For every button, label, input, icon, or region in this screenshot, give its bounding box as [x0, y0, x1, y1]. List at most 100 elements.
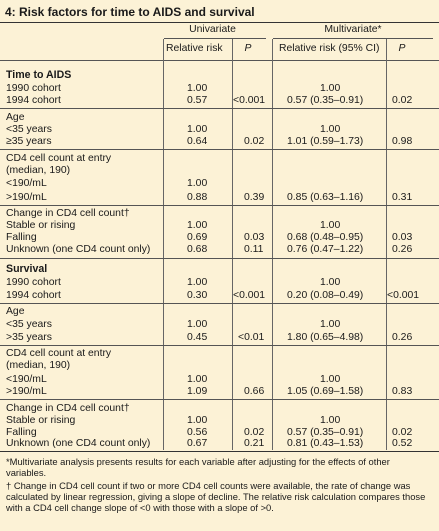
row-rule — [0, 108, 439, 109]
col-divider — [272, 39, 273, 450]
row-label: 1994 cohort — [6, 290, 61, 301]
cell-uni-p: <0.001 — [233, 290, 266, 301]
cell-uni-rr: 0.68 — [187, 244, 208, 255]
cell-multi-rr: 1.00 — [320, 83, 341, 94]
cell-uni-p: 0.66 — [244, 386, 265, 397]
cell-uni-rr: 1.00 — [187, 220, 208, 231]
row-rule — [0, 205, 439, 206]
cell-uni-rr: 0.64 — [187, 136, 208, 147]
cell-multi-rr: 0.81 (0.43–1.53) — [287, 438, 364, 449]
cell-uni-p: 0.02 — [244, 136, 265, 147]
row-label: >190/mL — [6, 192, 47, 203]
col-divider — [386, 39, 387, 450]
section-heading: Time to AIDS — [6, 69, 72, 81]
cell-multi-rr: 0.85 (0.63–1.16) — [287, 192, 364, 203]
row-label: <190/mL — [6, 178, 47, 189]
row-label: >190/mL — [6, 386, 47, 397]
col-header-uni-rr: Relative risk — [166, 43, 223, 54]
cell-multi-rr: 1.05 (0.69–1.58) — [287, 386, 364, 397]
row-label: Stable or rising — [6, 220, 76, 231]
cell-uni-rr: 1.09 — [187, 386, 208, 397]
top-rule — [0, 22, 439, 23]
cell-multi-rr: 1.00 — [320, 124, 341, 135]
cell-uni-rr: 1.00 — [187, 124, 208, 135]
cell-multi-rr: 1.00 — [320, 277, 341, 288]
cell-multi-p: 0.31 — [392, 192, 413, 203]
cell-uni-rr: 0.57 — [187, 95, 208, 106]
cell-uni-rr: 0.56 — [187, 427, 208, 438]
cell-uni-p: 0.21 — [244, 438, 265, 449]
section-heading: Survival — [6, 263, 48, 275]
row-label: 1990 cohort — [6, 83, 61, 94]
cell-uni-p: 0.03 — [244, 232, 265, 243]
cell-multi-p: 0.02 — [392, 427, 413, 438]
group-heading: CD4 cell count at entry (median, 190) — [6, 348, 112, 371]
cell-multi-p: <0.001 — [387, 290, 420, 301]
group-heading: Age — [6, 112, 25, 123]
col-header-multi-p: P — [398, 43, 406, 54]
row-rule — [0, 149, 439, 150]
cell-multi-rr: 1.00 — [320, 319, 341, 330]
row-rule — [0, 345, 439, 346]
row-label: Unknown (one CD4 count only) — [6, 438, 151, 449]
col-header-multi-rr: Relative risk (95% CI) — [279, 43, 380, 54]
cell-uni-rr: 1.00 — [187, 319, 208, 330]
cell-multi-rr: 0.76 (0.47–1.22) — [287, 244, 364, 255]
row-label: <35 years — [6, 124, 52, 135]
group-heading: Change in CD4 cell count† — [6, 208, 130, 219]
row-label: Unknown (one CD4 count only) — [6, 244, 151, 255]
cell-multi-p: 0.83 — [392, 386, 413, 397]
row-label: Falling — [6, 232, 37, 243]
cell-multi-rr: 0.20 (0.08–0.49) — [287, 290, 364, 301]
col-divider — [163, 39, 164, 450]
col-divider — [232, 39, 233, 450]
cell-uni-rr: 1.00 — [187, 374, 208, 385]
row-label: Falling — [6, 427, 37, 438]
multivariate-underline — [273, 38, 433, 39]
multivariate-header: Multivariate* — [324, 24, 382, 35]
cell-uni-p: 0.11 — [244, 244, 264, 255]
row-rule — [0, 399, 439, 400]
cell-multi-rr: 1.00 — [320, 374, 341, 385]
table-title: 4: Risk factors for time to AIDS and sur… — [5, 5, 255, 19]
cell-multi-p: 0.98 — [392, 136, 413, 147]
row-label: <35 years — [6, 319, 52, 330]
cell-multi-p: 0.26 — [392, 332, 413, 343]
row-label: ≥35 years — [6, 136, 52, 147]
cell-uni-p: <0.01 — [238, 332, 265, 343]
cell-uni-p: 0.39 — [244, 192, 265, 203]
group-heading: CD4 cell count at entry (median, 190) — [6, 153, 112, 176]
row-rule — [0, 303, 439, 304]
cell-uni-rr: 0.45 — [187, 332, 208, 343]
row-rule — [0, 258, 439, 259]
cell-uni-rr: 0.30 — [187, 290, 208, 301]
univariate-underline — [164, 38, 266, 39]
cell-uni-rr: 0.88 — [187, 192, 208, 203]
cell-multi-p: 0.26 — [392, 244, 413, 255]
row-label: >35 years — [6, 332, 52, 343]
cell-uni-rr: 1.00 — [187, 277, 208, 288]
row-label: <190/mL — [6, 374, 47, 385]
row-label: 1990 cohort — [6, 277, 61, 288]
cell-multi-rr: 0.57 (0.35–0.91) — [287, 95, 364, 106]
cell-multi-rr: 1.00 — [320, 415, 341, 426]
row-label: 1994 cohort — [6, 95, 61, 106]
row-label: Stable or rising — [6, 415, 76, 426]
cell-multi-rr: 1.00 — [320, 220, 341, 231]
col-header-uni-p: P — [244, 43, 252, 54]
cell-uni-rr: 1.00 — [187, 415, 208, 426]
cell-uni-rr: 0.67 — [187, 438, 208, 449]
cell-multi-p: 0.02 — [392, 95, 413, 106]
cell-uni-p: <0.001 — [233, 95, 266, 106]
footnote-cd4-change: † Change in CD4 cell count if two or mor… — [6, 480, 426, 514]
cell-uni-p: 0.02 — [244, 427, 265, 438]
cell-multi-p: 0.52 — [392, 438, 413, 449]
univariate-header: Univariate — [189, 24, 236, 35]
cell-multi-p: 0.03 — [392, 232, 413, 243]
cell-multi-rr: 0.68 (0.48–0.95) — [287, 232, 364, 243]
cell-uni-rr: 1.00 — [187, 83, 208, 94]
cell-multi-rr: 1.80 (0.65–4.98) — [287, 332, 364, 343]
footnote-multivariate: *Multivariate analysis presents results … — [6, 456, 390, 479]
cell-uni-rr: 0.69 — [187, 232, 208, 243]
